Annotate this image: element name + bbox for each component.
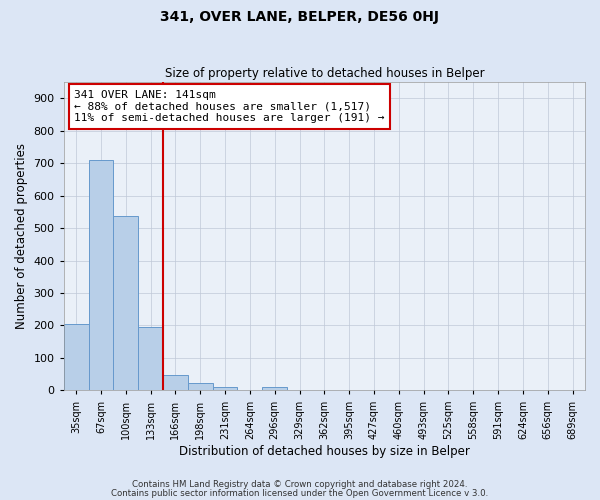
Text: 341, OVER LANE, BELPER, DE56 0HJ: 341, OVER LANE, BELPER, DE56 0HJ — [161, 10, 439, 24]
Y-axis label: Number of detached properties: Number of detached properties — [15, 143, 28, 329]
Text: 341 OVER LANE: 141sqm
← 88% of detached houses are smaller (1,517)
11% of semi-d: 341 OVER LANE: 141sqm ← 88% of detached … — [74, 90, 385, 123]
Bar — [188, 384, 212, 390]
Bar — [64, 324, 89, 390]
Bar — [212, 386, 238, 390]
Bar — [163, 376, 188, 390]
Bar — [113, 216, 138, 390]
Bar — [138, 328, 163, 390]
X-axis label: Distribution of detached houses by size in Belper: Distribution of detached houses by size … — [179, 444, 470, 458]
Bar — [262, 387, 287, 390]
Title: Size of property relative to detached houses in Belper: Size of property relative to detached ho… — [164, 66, 484, 80]
Bar — [89, 160, 113, 390]
Text: Contains public sector information licensed under the Open Government Licence v : Contains public sector information licen… — [112, 488, 488, 498]
Text: Contains HM Land Registry data © Crown copyright and database right 2024.: Contains HM Land Registry data © Crown c… — [132, 480, 468, 489]
